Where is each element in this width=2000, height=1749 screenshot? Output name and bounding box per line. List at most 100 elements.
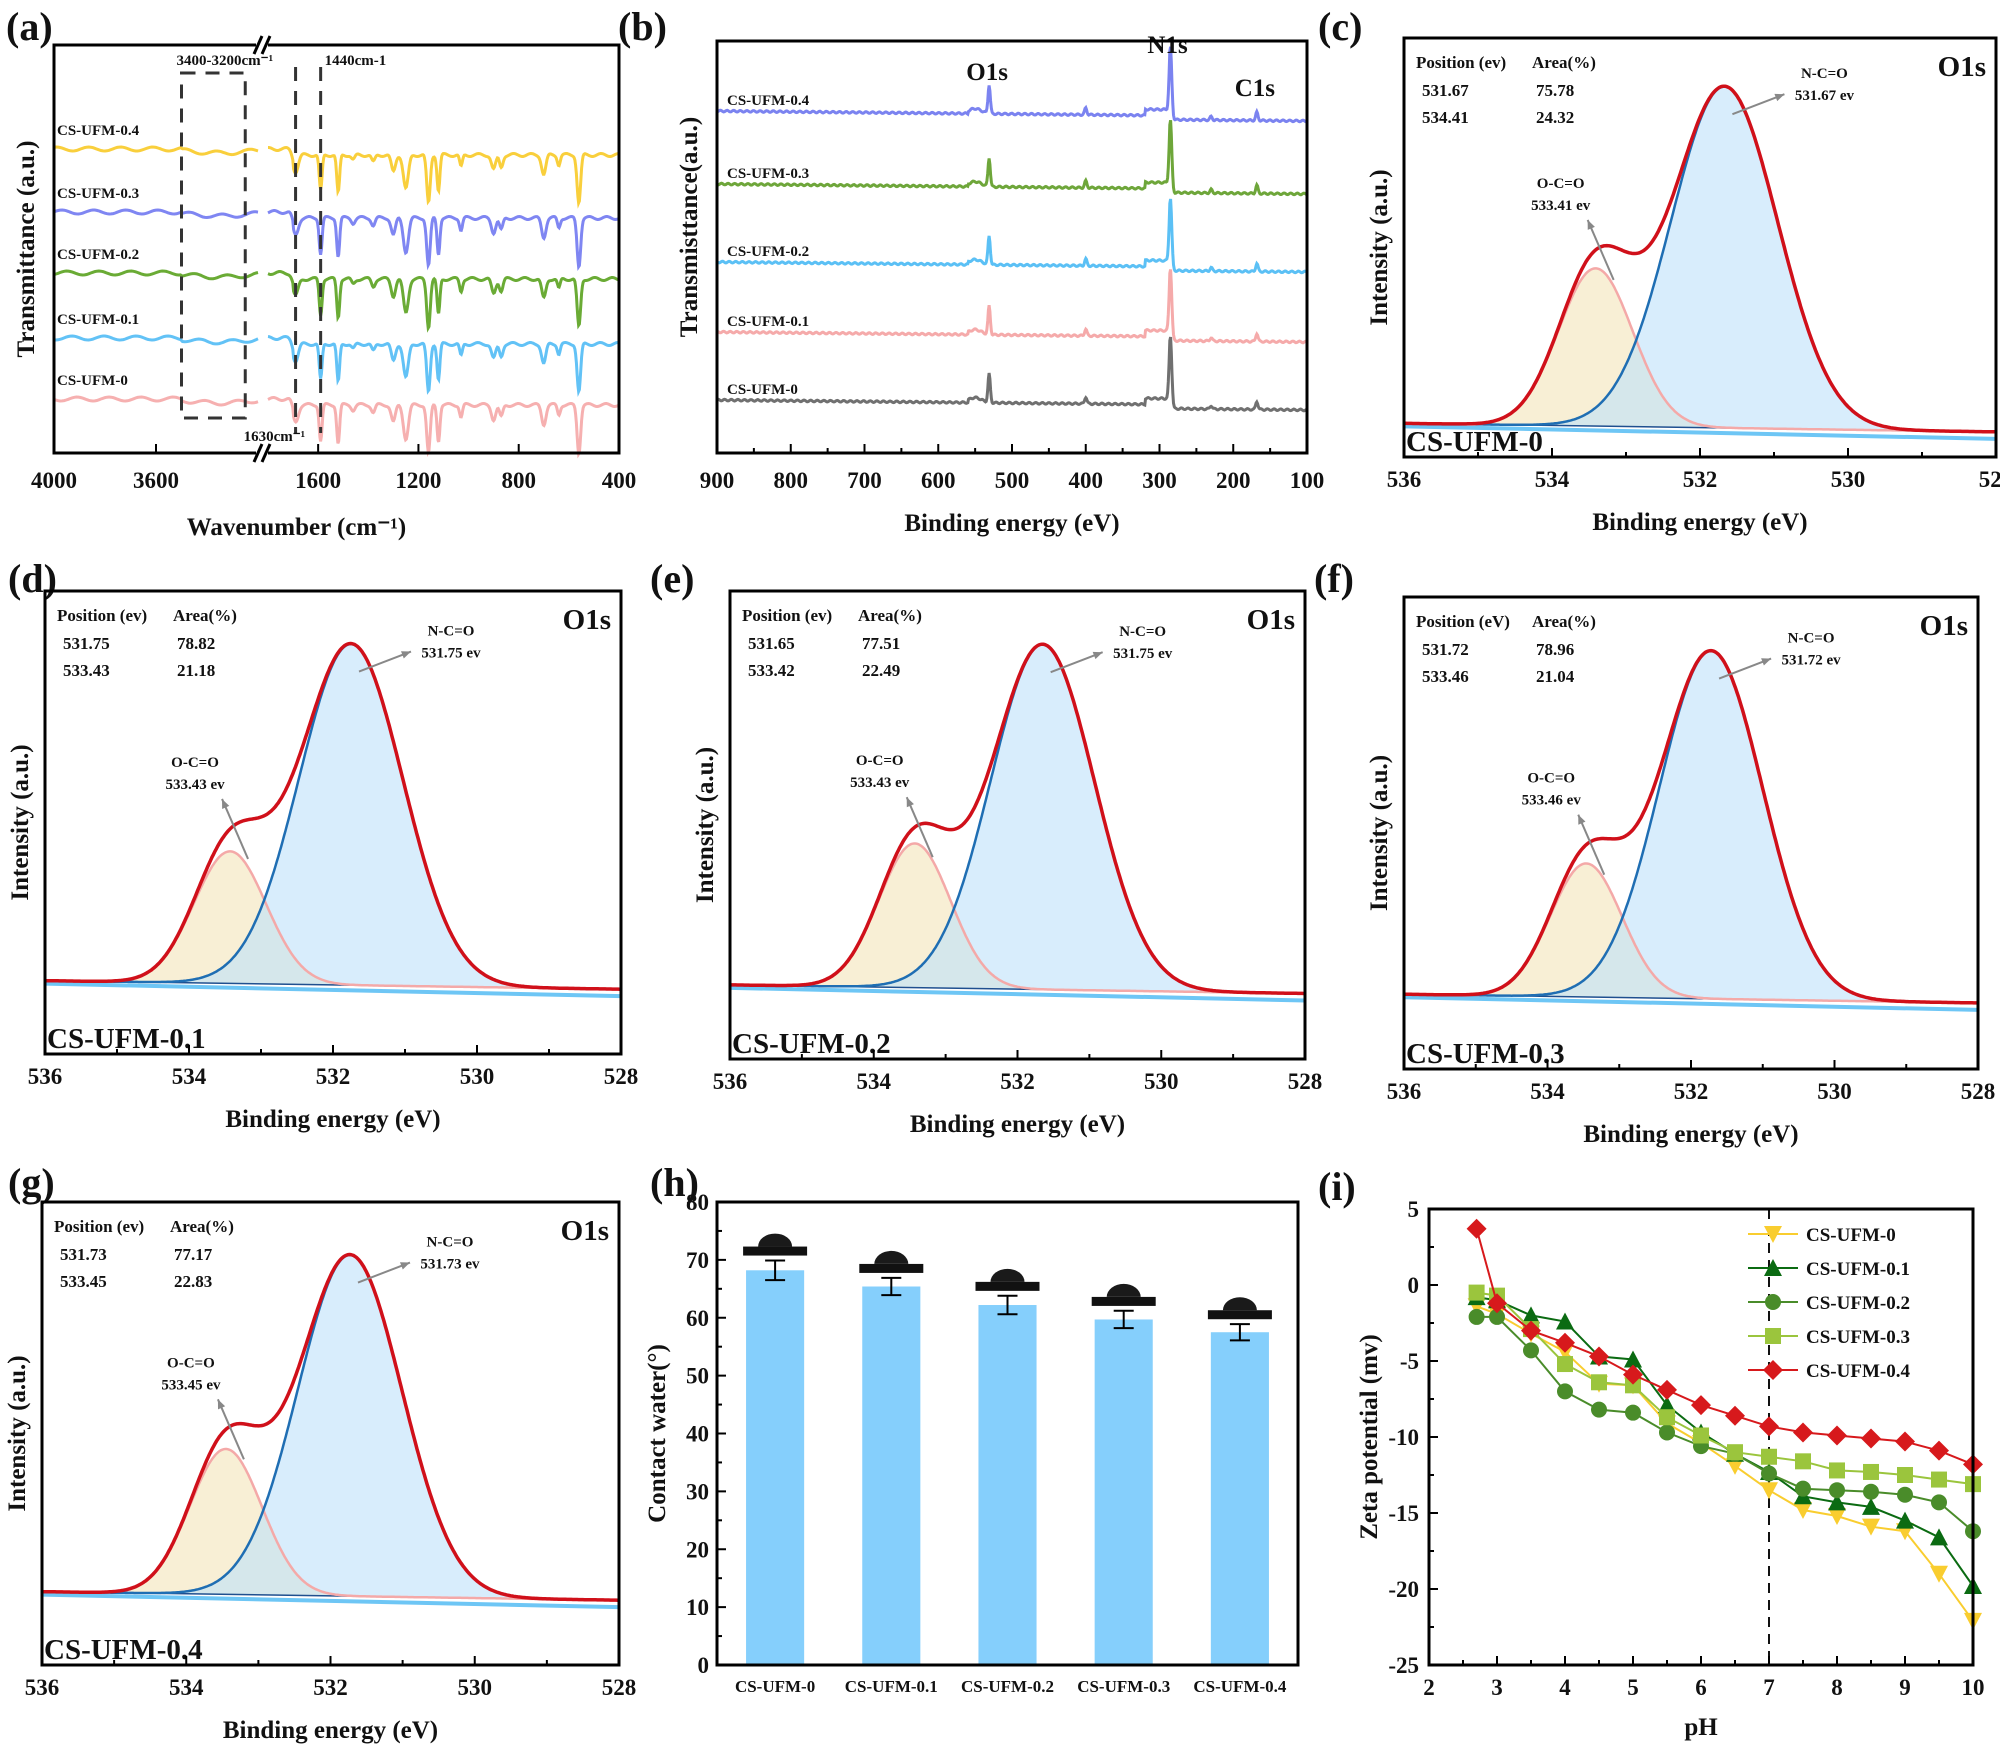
table-cell: 78.96 [1536, 640, 1574, 659]
bar [1210, 1332, 1269, 1665]
arrowhead-icon [401, 651, 411, 659]
data-point [1625, 1377, 1641, 1394]
table-cell: 531.73 [60, 1245, 107, 1264]
x-tick-label: 300 [1142, 468, 1177, 493]
spectrum-title: O1s [1938, 51, 1986, 83]
annotation-label: 1630cm⁻¹ [244, 429, 306, 445]
x-tick-label: 1200 [395, 468, 441, 493]
series-line [53, 145, 259, 157]
data-point [1658, 1396, 1676, 1414]
series [1467, 1298, 1982, 1630]
data-point [1727, 1444, 1743, 1461]
x-tick-label: 530 [1144, 1069, 1179, 1094]
data-point [1657, 1379, 1677, 1400]
annotation-arrow [217, 1398, 245, 1460]
xps-survey-chart: CS-UFM-0.4 CS-UFM-0.3 CS-UFM-0.2 CS-UFM-0.1… [676, 32, 1324, 537]
axis-break-icon [252, 35, 264, 55]
data-point [1556, 1312, 1574, 1330]
category-label: CS-UFM-0 [735, 1677, 815, 1696]
x-tick-label: 3600 [133, 468, 179, 493]
table-cell: 21.04 [1536, 667, 1575, 686]
x-tick-label: 534 [169, 1675, 204, 1700]
data-point [1931, 1494, 1947, 1511]
baseline-line [1403, 995, 1979, 1012]
x-tick-label: 800 [774, 468, 809, 493]
category-label: CS-UFM-0.1 [845, 1677, 938, 1696]
x-tick-label: 532 [316, 1064, 351, 1089]
arrowhead-icon [399, 1262, 410, 1270]
x-tick-label: 534 [1530, 1079, 1565, 1104]
x-tick-label: 534 [172, 1064, 207, 1089]
table-cell: 22.49 [862, 661, 900, 680]
annotation-arrow [221, 798, 249, 860]
series-line [53, 208, 259, 220]
data-point [1828, 1508, 1846, 1526]
table-cell: 77.17 [174, 1245, 213, 1264]
y-tick-label: 60 [686, 1306, 709, 1331]
series-line [1476, 1305, 1974, 1622]
y-tick-label: -15 [1388, 1501, 1419, 1526]
highlight-box [180, 71, 247, 420]
data-point [1931, 1471, 1947, 1488]
x-tick-label: 530 [458, 1675, 493, 1700]
y-tick-label: 5 [1408, 1197, 1420, 1222]
component-name: O-C=O [171, 755, 219, 771]
x-tick-label: 4 [1559, 1675, 1571, 1700]
panel-label: (a) [6, 4, 53, 49]
y-tick-label: 0 [698, 1653, 710, 1678]
data-point [1829, 1462, 1845, 1479]
table-cell: 534.41 [1422, 108, 1469, 127]
annotation-arrow [1718, 657, 1772, 680]
component-position: 531.75 ev [421, 646, 481, 662]
ftir-chart: CS-UFM-0.4 CS-UFM-0.3 CS-UFM-0.2 CS-UFM-0.1… [13, 35, 636, 541]
table-cell: 531.65 [748, 634, 795, 653]
arrowhead-icon [222, 798, 230, 809]
component-name: N-C=O [1788, 631, 1835, 647]
y-axis-label: Contact water(°) [644, 1344, 671, 1523]
series-line [267, 396, 620, 459]
series-label: CS-UFM-0 [727, 382, 798, 398]
water-droplet-icon [874, 1250, 909, 1264]
annotation-arrow [358, 650, 412, 673]
data-point [1930, 1528, 1948, 1546]
x-tick-label: 528 [604, 1064, 639, 1089]
x-tick-label: 536 [28, 1064, 63, 1089]
table-header: Position (ev) [54, 1217, 144, 1236]
o1s-chart: Position (ev) Area(%) 531.67 75.78 534.41 24.… [1366, 36, 2000, 536]
series [1468, 1284, 1981, 1493]
x-tick-label: 400 [1069, 468, 1104, 493]
x-tick-label: 4000 [31, 468, 77, 493]
data-point [1761, 1465, 1777, 1482]
n-c-o-component-fill [42, 1255, 619, 1601]
bar [978, 1305, 1037, 1665]
panel-label: (d) [8, 556, 57, 601]
x-tick-label: 530 [460, 1064, 495, 1089]
water-droplet-icon [1222, 1297, 1257, 1311]
y-axis-label: Zeta potential (mv) [1356, 1334, 1383, 1540]
y-tick-label: 80 [686, 1190, 709, 1215]
sample-label: CS-UFM-0.3 [1406, 1038, 1565, 1070]
data-point [1557, 1383, 1573, 1400]
x-tick-label: 500 [995, 468, 1030, 493]
x-axis-label: Binding energy (eV) [904, 510, 1119, 537]
x-tick-label: 5 [1627, 1675, 1639, 1700]
arrowhead-icon [217, 1399, 226, 1410]
component-position: 533.43 ev [850, 775, 910, 791]
panel-label: (i) [1318, 1164, 1356, 1209]
y-axis-label: Intensity (a.u.) [692, 747, 719, 903]
y-axis-label: Intensity (a.u.) [4, 1355, 31, 1511]
bar [862, 1286, 921, 1665]
x-tick-label: 534 [857, 1069, 892, 1094]
y-axis-label: Intensity (a.u.) [1366, 755, 1393, 911]
series-label: CS-UFM-0.3 [57, 186, 139, 202]
component-position: 531.73 ev [420, 1257, 480, 1273]
table-header: Position (eV) [1416, 612, 1510, 631]
component-name: O-C=O [1537, 176, 1585, 192]
y-tick-label: 0 [1408, 1273, 1420, 1298]
n-c-o-component-fill [1404, 650, 1978, 1003]
x-tick-label: 10 [1962, 1675, 1985, 1700]
series-line [267, 334, 619, 398]
data-point [1862, 1497, 1880, 1515]
x-axis-label: Binding energy (eV) [1583, 1121, 1798, 1148]
table-header: Position (ev) [742, 606, 832, 625]
